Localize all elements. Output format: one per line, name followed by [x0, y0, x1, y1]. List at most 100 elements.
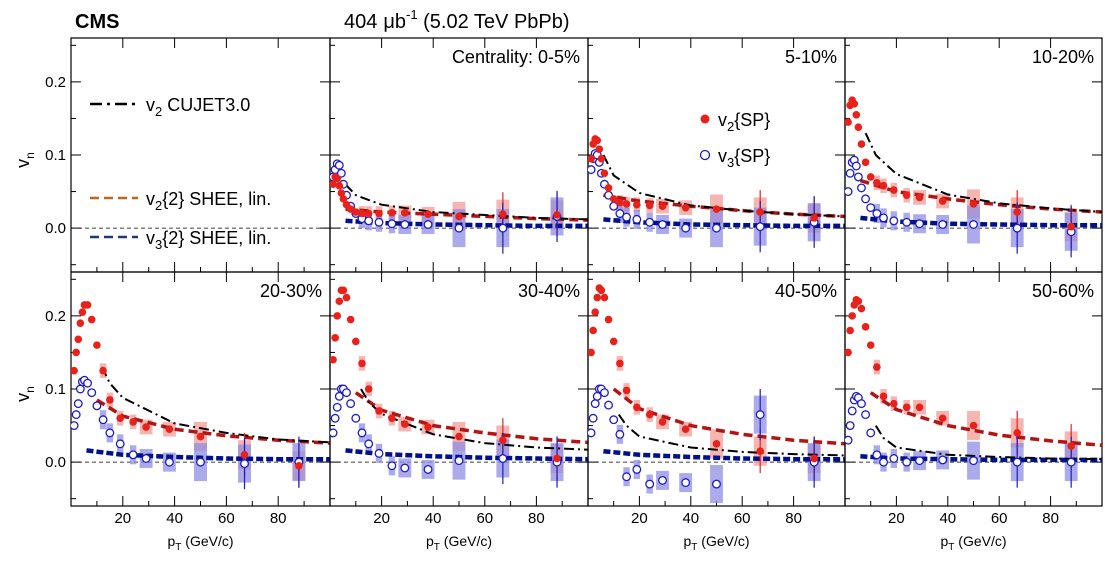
y-tick-label: 0.0: [45, 454, 66, 471]
legend-shee-v3-text: v3{2} SHEE, lin.: [146, 228, 271, 252]
v3-point: [330, 428, 338, 438]
v2-point: [845, 118, 852, 126]
v2-point: [609, 195, 618, 203]
shee-v2-curve: [612, 387, 845, 446]
v2-point: [861, 158, 870, 167]
panel-2: 5-10%: [587, 37, 846, 273]
v2-point: [969, 421, 978, 430]
v2-point: [335, 181, 344, 190]
legend-shee-v3-text-sub: 3: [155, 237, 162, 252]
v2-point: [455, 212, 463, 221]
v2-point: [597, 154, 606, 163]
v2-point: [76, 319, 85, 327]
cujet-curve: [602, 154, 845, 218]
v3-point: [98, 415, 108, 425]
v2-point: [854, 297, 863, 306]
v2-point: [388, 208, 396, 217]
v3-point: [592, 391, 602, 401]
lumi-suffix: (5.02 TeV PbPb): [418, 11, 570, 33]
x-tick-label: 20: [631, 510, 648, 527]
x-axis-title-main: p: [426, 533, 434, 549]
v3-point: [364, 439, 374, 449]
v2-point: [401, 420, 409, 428]
v3-point: [374, 448, 384, 458]
v3-point: [334, 160, 344, 170]
x-axis-title-rest: (GeV/c): [440, 533, 492, 549]
v3-point: [755, 222, 765, 232]
x-axis-title: pT (GeV/c): [940, 533, 1006, 553]
x-axis-title-rest: (GeV/c): [181, 533, 233, 549]
v3-point: [332, 402, 342, 412]
v3-point: [599, 388, 609, 398]
legend-group: v2 CUJET3.0v2{2} SHEE, lin.v3{2} SHEE, l…: [90, 95, 770, 252]
v3-point: [645, 217, 655, 227]
legend-cujet-text-sub: 2: [155, 104, 162, 119]
x-tick-label: 20: [114, 510, 131, 527]
v3-point: [938, 220, 948, 229]
x-tick-label: 60: [991, 510, 1008, 527]
panel-4: 20 40 60 80 0.0 0.1 0.2 20-30% vn pT (GeV/c): [13, 271, 331, 553]
v2-point: [333, 312, 342, 320]
y-tick-label: 0.1: [45, 381, 66, 398]
v2-point: [681, 425, 690, 434]
y-tick-label: 0.2: [45, 308, 66, 325]
v3-point: [73, 399, 83, 409]
x-tick-label: 80: [270, 510, 287, 527]
cujet-curve: [101, 366, 330, 444]
v3-point: [387, 219, 397, 229]
v2-point: [597, 286, 606, 295]
y-axis-title-main: v: [13, 159, 33, 168]
v2-point: [358, 209, 366, 218]
v3-point: [658, 220, 667, 229]
v2-point: [346, 315, 355, 324]
luminosity-label: 404 μb-1 (5.02 TeV PbPb): [344, 7, 570, 33]
v2-point: [339, 286, 348, 295]
v2-point: [595, 145, 604, 153]
v3-point: [872, 450, 882, 460]
v2-point: [337, 189, 346, 197]
v2-point: [553, 211, 561, 219]
v2-point: [866, 341, 875, 349]
shee-v2-curve: [354, 391, 588, 445]
legend-v2-text-sub: 2: [727, 119, 734, 134]
v2-point: [645, 201, 654, 210]
v3-point: [334, 391, 344, 401]
v3-point: [632, 214, 642, 224]
x-tick-label: 20: [373, 510, 390, 527]
v3-point: [71, 410, 81, 420]
v2-point: [609, 337, 618, 346]
v3-point: [604, 400, 614, 410]
v3-point: [866, 203, 876, 213]
v2-point: [850, 100, 859, 108]
v3-point: [915, 219, 924, 229]
v2-point: [1013, 429, 1021, 437]
v3-point: [712, 223, 721, 233]
v3-point: [400, 220, 410, 229]
v3-point: [342, 388, 351, 398]
v2-point: [72, 348, 80, 357]
v2-point: [600, 169, 609, 178]
v2-point: [455, 432, 463, 441]
v2-point: [810, 454, 818, 463]
v3-point: [128, 450, 138, 460]
v3-point: [1012, 223, 1022, 233]
v3-point: [196, 457, 205, 467]
v2-point: [129, 418, 137, 426]
cujet-curve: [344, 183, 588, 221]
v2-point: [600, 293, 609, 302]
y-axis-title: vn: [13, 152, 37, 168]
v3-point: [847, 406, 857, 416]
v3-point: [240, 459, 249, 469]
v2-point: [622, 200, 631, 208]
panel-label: Centrality: 0-5%: [452, 47, 580, 67]
x-axis-title-sub: T: [175, 542, 181, 553]
v2-point: [857, 304, 866, 313]
v2-point: [681, 203, 690, 212]
x-axis-title-main: p: [167, 533, 175, 549]
panel-6: 20 40 60 80 40-50% pT (GeV/c): [587, 271, 846, 553]
v3-point: [454, 223, 464, 233]
v2-point: [938, 197, 947, 205]
v2-point: [352, 337, 360, 346]
x-tick-label: 40: [939, 510, 956, 527]
panel-label: 30-40%: [518, 281, 580, 301]
